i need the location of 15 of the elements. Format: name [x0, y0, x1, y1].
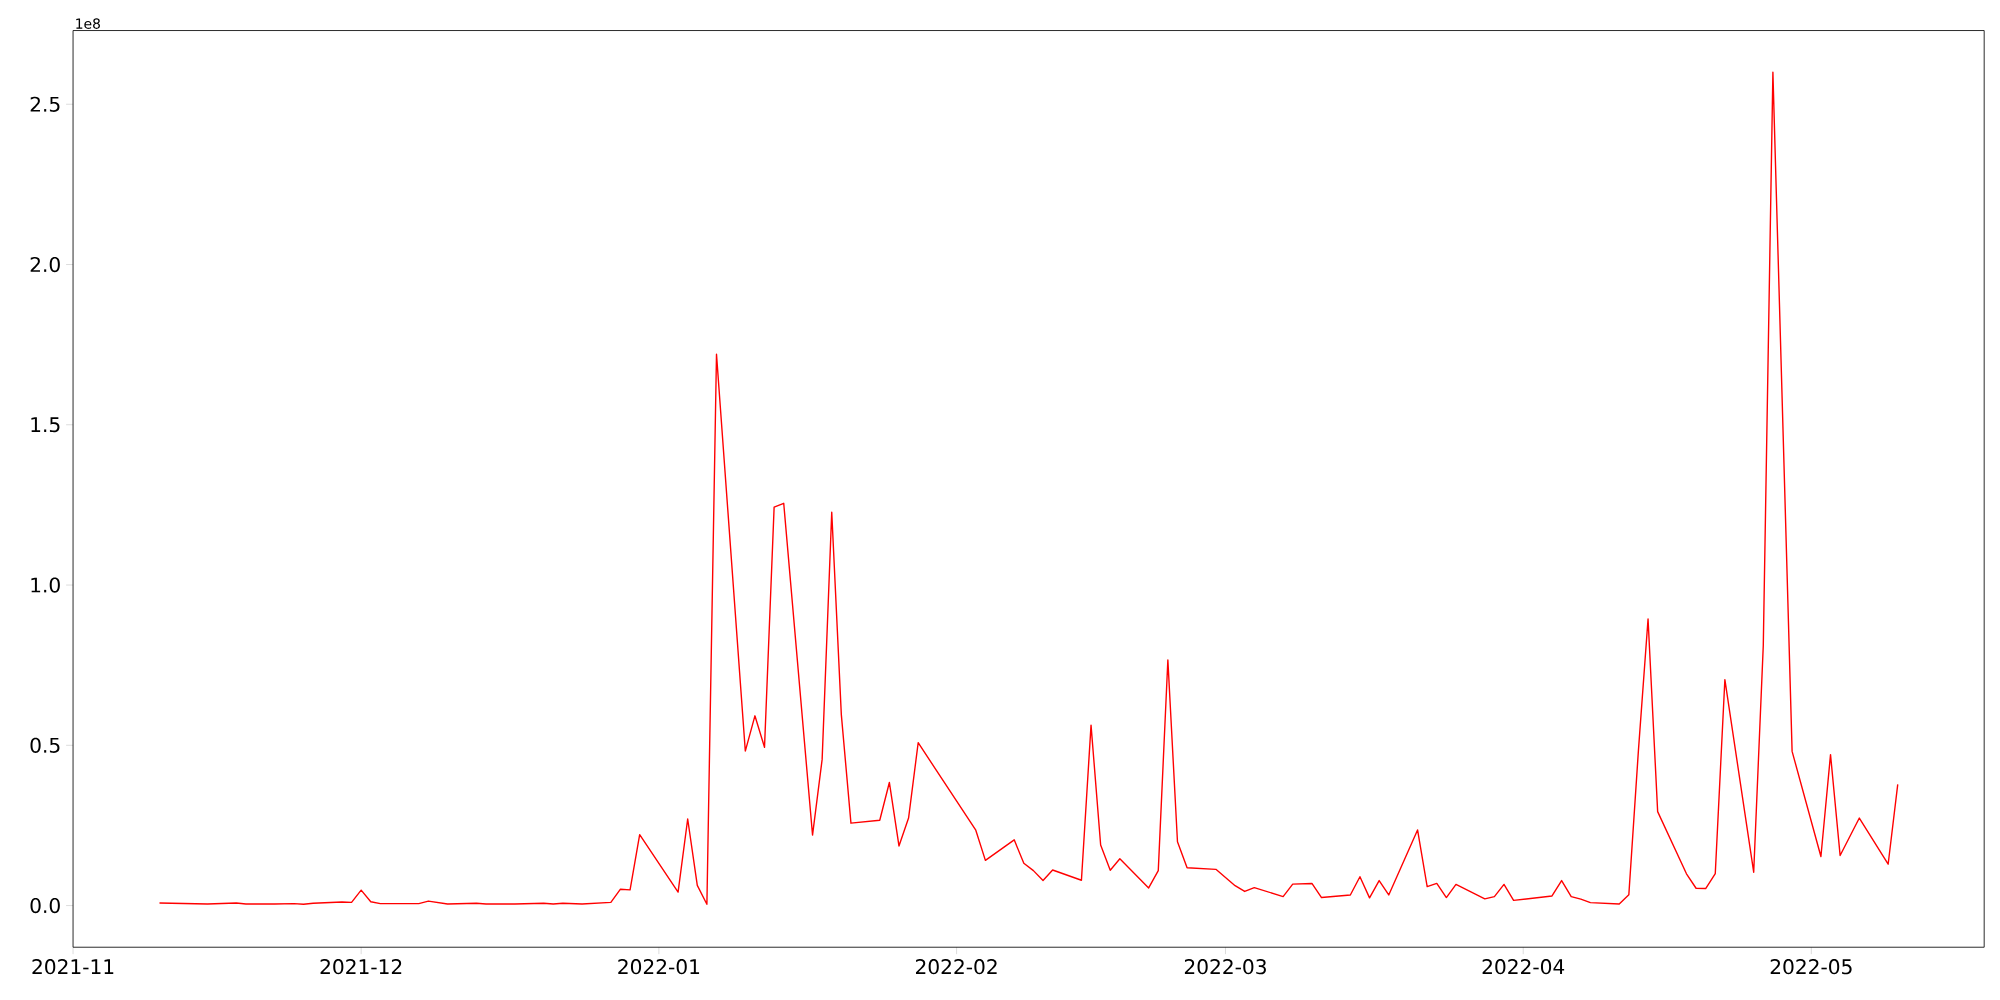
- line-series: [158, 71, 1899, 905]
- text: 1e8: [76, 18, 100, 29]
- x-tick-label: 2022-03: [1184, 959, 1266, 975]
- y-tick-label: 0.0: [30, 897, 60, 914]
- x-tick-label: 2021-11: [32, 959, 114, 975]
- x-tick-label: 2022-04: [1482, 959, 1565, 975]
- x-tick-label: 2022-02: [916, 959, 997, 975]
- y-tick-label: 1.0: [31, 577, 60, 593]
- y-tick-label: 2.0: [30, 256, 60, 273]
- y-tick-label: 1.5: [31, 417, 60, 433]
- x-tick-label: 2022-05: [1770, 959, 1852, 975]
- y-tick-label: 0.5: [30, 737, 60, 753]
- x-tick-label: 2022-01: [618, 959, 700, 975]
- y-tick-label: 2.5: [30, 96, 60, 112]
- x-tick-label: 2021-12: [320, 959, 402, 975]
